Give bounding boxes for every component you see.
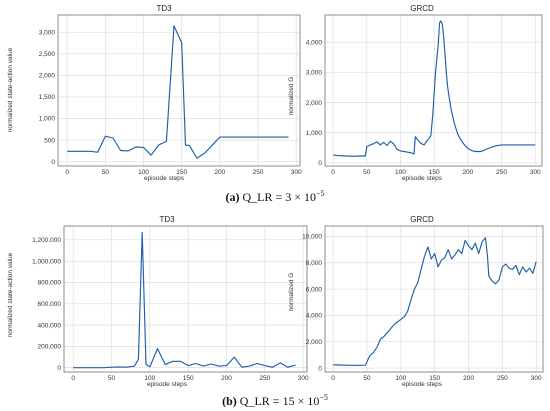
chart-panel-td3-a: TD3 0 50 100 150 200 250 300 0 500 1,000 1,500 2,00…	[7, 4, 302, 182]
caption-exponent: −5	[316, 189, 325, 198]
series-line	[333, 237, 537, 366]
x-tick-label: 0	[331, 375, 335, 382]
plot-frame	[63, 225, 308, 373]
y-tick-label: 200,000	[38, 344, 62, 351]
x-axis-label: episode steps	[402, 175, 443, 182]
caption-label: (a)	[225, 190, 239, 204]
caption-label: (b)	[222, 394, 237, 408]
x-tick-label: 150	[183, 375, 194, 382]
caption-exponent: −5	[319, 393, 328, 402]
x-tick-label: 200	[463, 375, 474, 382]
y-tick-label: 600,000	[38, 301, 62, 308]
plot-frame	[57, 14, 301, 167]
x-tick-label: 200	[462, 169, 473, 176]
chart-title: TD3	[159, 215, 175, 224]
x-tick-label: 100	[395, 375, 406, 382]
y-tick-label: 8,000	[306, 260, 323, 267]
y-tick-label: 0	[318, 160, 322, 167]
y-tick-label: 0	[51, 159, 55, 166]
y-tick-label: 10,000	[302, 234, 322, 241]
series-line	[73, 231, 296, 369]
x-tick-label: 150	[429, 375, 440, 382]
y-tick-label: 0	[57, 365, 61, 372]
y-tick-label: 2,000	[39, 73, 56, 80]
y-axis-label: normalized G	[288, 77, 295, 116]
y-tick-label: 1,000,000	[32, 258, 61, 265]
x-tick-label: 100	[144, 375, 155, 382]
y-tick-label: 800,000	[38, 280, 62, 287]
y-tick-label: 0	[318, 365, 322, 372]
chart-title: TD3	[156, 4, 172, 13]
y-tick-label: 1,000	[39, 116, 56, 123]
x-tick-label: 50	[363, 169, 371, 176]
x-axis-label: episode steps	[144, 175, 185, 182]
x-tick-label: 300	[291, 169, 302, 176]
x-tick-label: 50	[102, 169, 110, 176]
x-tick-label: 300	[298, 375, 309, 382]
y-axis-label: normalized G	[288, 273, 295, 312]
y-tick-label: 500	[44, 137, 55, 144]
y-tick-label: 1,200,000	[32, 237, 61, 244]
x-tick-label: 0	[331, 169, 335, 176]
y-tick-label: 2,000	[306, 339, 323, 346]
y-tick-label: 2,000	[306, 100, 323, 107]
plot-frame	[324, 225, 544, 373]
x-tick-label: 200	[221, 375, 232, 382]
x-tick-label: 100	[138, 169, 149, 176]
caption-b: (b) Q_LR = 15 × 10−5	[222, 393, 328, 408]
x-tick-label: 0	[65, 169, 69, 176]
chart-panel-grcd-b: GRCD 0 50 100 150 200 250 300 0 2,000 4,000 6,000 8…	[288, 215, 544, 388]
y-tick-label: 6,000	[306, 286, 323, 293]
chart-title: GRCD	[410, 4, 434, 13]
y-tick-label: 3,000	[306, 70, 323, 77]
x-tick-label: 0	[71, 375, 75, 382]
x-tick-label: 250	[496, 169, 507, 176]
caption-text: Q_LR = 3 × 10	[239, 190, 316, 204]
plot-frame	[324, 14, 543, 167]
x-axis-label: episode steps	[147, 381, 188, 388]
y-tick-label: 1,000	[306, 130, 323, 137]
series-line	[67, 25, 289, 159]
x-tick-label: 250	[497, 375, 508, 382]
caption-text: Q_LR = 15 × 10	[237, 394, 320, 408]
y-axis-label: normalized state-action value	[7, 47, 14, 132]
y-axis-label: normalized state-action value	[7, 252, 14, 337]
x-tick-label: 150	[176, 169, 187, 176]
caption-a: (a) Q_LR = 3 × 10−5	[225, 189, 324, 204]
chart-panel-td3-b: TD3 0 50 100 150 200 250 300 0 200,000 400,000 600…	[7, 215, 309, 388]
chart-panel-grcd-a: GRCD 0 50 100 150 200 250 300 0 1,000 2,000 3,000 4…	[288, 4, 543, 182]
chart-title: GRCD	[410, 215, 434, 224]
y-tick-label: 4,000	[306, 313, 323, 320]
y-tick-label: 2,500	[39, 51, 56, 58]
y-tick-label: 4,000	[306, 39, 323, 46]
x-tick-label: 50	[363, 375, 371, 382]
x-tick-label: 150	[429, 169, 440, 176]
x-tick-label: 250	[253, 169, 264, 176]
x-tick-label: 300	[530, 169, 541, 176]
x-tick-label: 250	[259, 375, 270, 382]
x-tick-label: 300	[531, 375, 542, 382]
y-tick-label: 1,500	[39, 94, 56, 101]
series-line	[333, 20, 536, 157]
y-tick-label: 3,000	[39, 29, 56, 36]
x-tick-label: 100	[395, 169, 406, 176]
x-tick-label: 50	[108, 375, 116, 382]
x-tick-label: 200	[214, 169, 225, 176]
y-tick-label: 400,000	[38, 322, 62, 329]
x-axis-label: episode steps	[402, 381, 443, 388]
